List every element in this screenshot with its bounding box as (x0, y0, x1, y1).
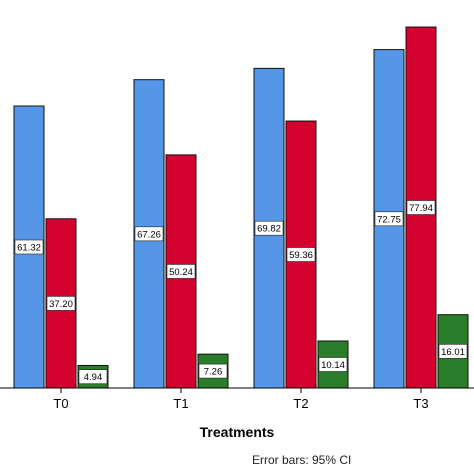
error-bars-note: Error bars: 95% CI (252, 453, 352, 467)
data-label: 50.24 (169, 267, 193, 278)
x-tick-label: T3 (413, 396, 428, 411)
x-ticks-layer: T0 T1 T2 T3 (53, 388, 429, 411)
data-label: 16.01 (441, 347, 465, 358)
x-tick-label: T1 (173, 396, 188, 411)
data-label-box (78, 369, 108, 385)
data-label-box (14, 239, 44, 255)
data-label-box (286, 247, 316, 262)
data-label-box (134, 226, 164, 242)
data-label: 7.26 (204, 367, 223, 378)
data-label-box (406, 200, 436, 215)
data-label: 61.32 (17, 243, 41, 254)
data-label: 4.94 (84, 372, 103, 383)
data-label: 59.36 (289, 250, 313, 261)
x-tick-label: T0 (53, 396, 68, 411)
data-label: 10.14 (321, 360, 345, 371)
data-label-box (438, 344, 468, 359)
data-label-box (198, 363, 228, 379)
data-label-box (46, 296, 76, 311)
data-label: 69.82 (257, 224, 281, 235)
x-axis-title: Treatments (199, 424, 275, 440)
x-tick-label: T2 (293, 396, 308, 411)
data-label-box (254, 220, 284, 236)
data-label: 37.20 (49, 299, 73, 310)
bars-layer: 61.32 67.26 69.82 72.75 37.20 50.24 59.36 77.94… (13, 26, 469, 389)
data-label: 77.94 (409, 203, 433, 214)
data-label-box (318, 357, 348, 372)
data-label: 67.26 (137, 229, 161, 240)
data-label: 72.75 (377, 214, 401, 225)
data-label-box (374, 211, 404, 227)
data-label-box (166, 264, 196, 279)
